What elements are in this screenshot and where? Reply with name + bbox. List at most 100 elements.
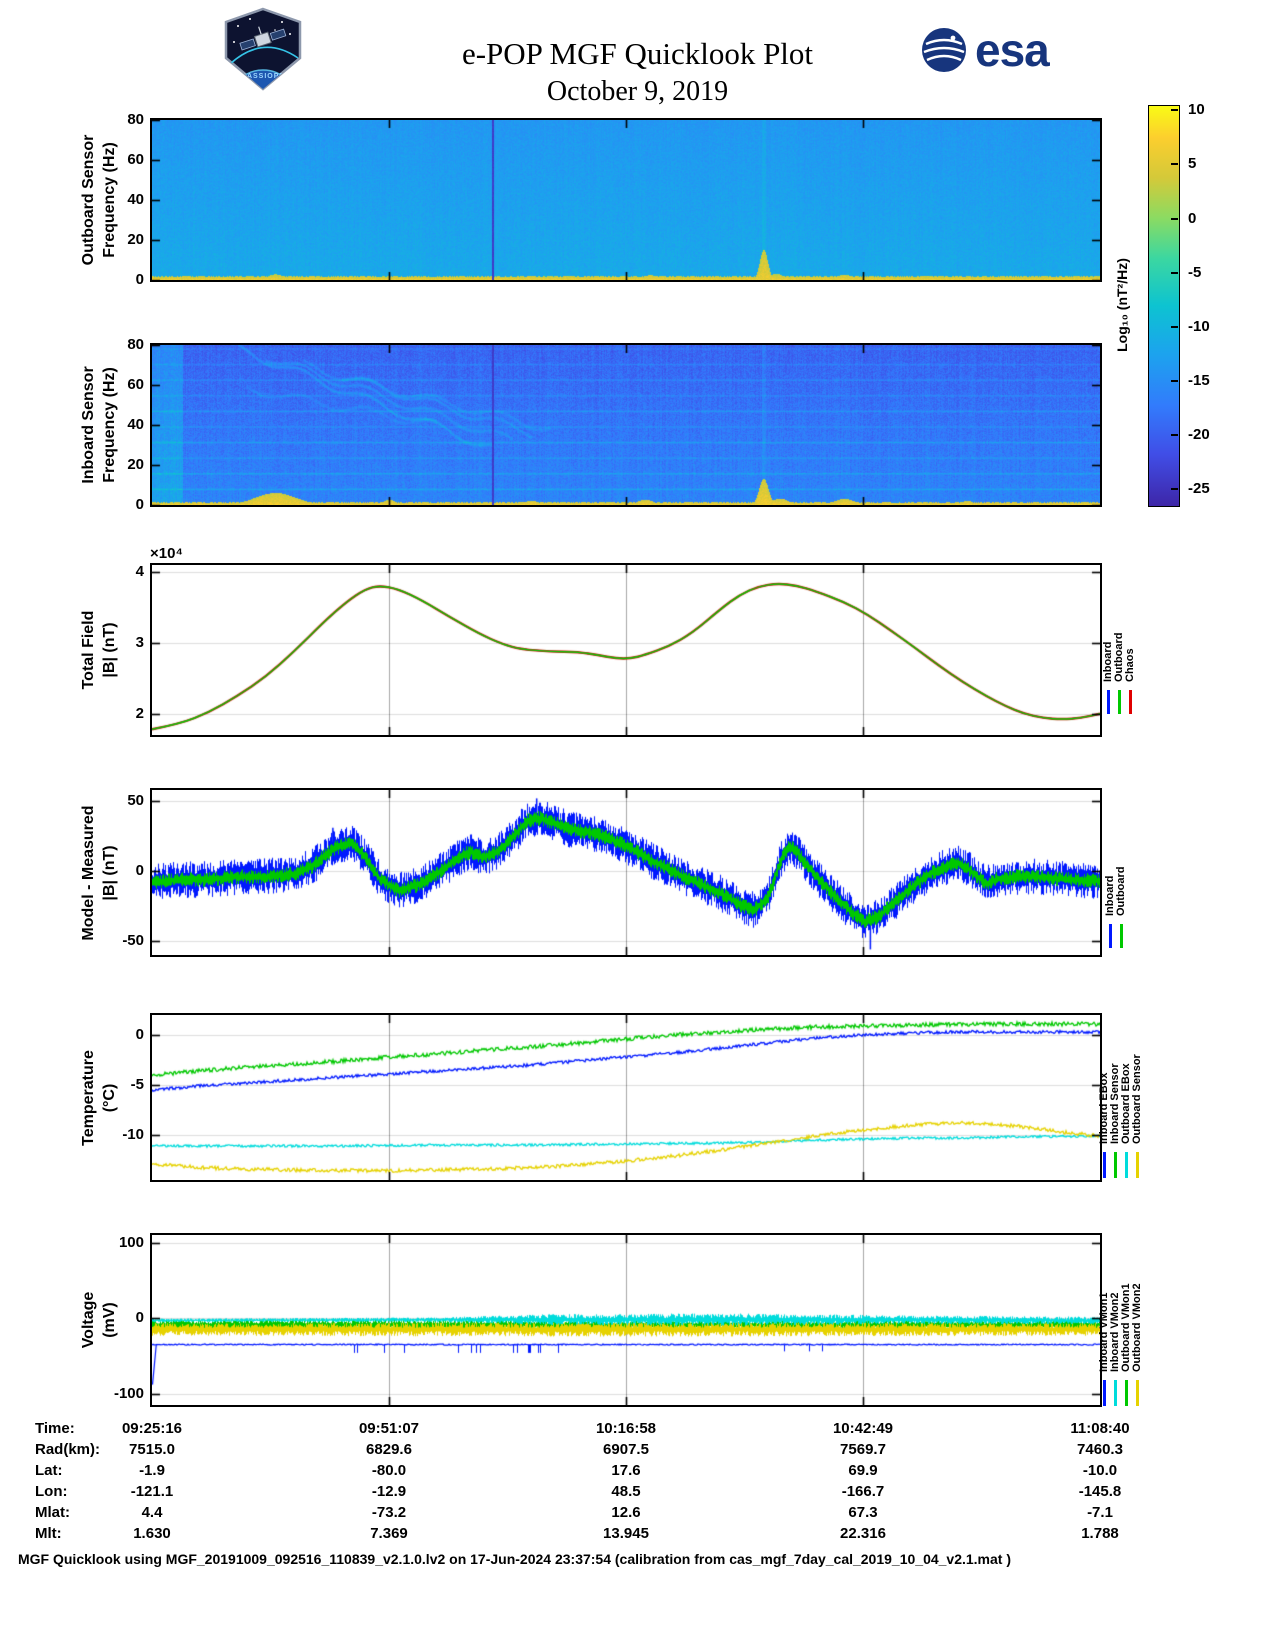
temperature-panel xyxy=(150,1013,1102,1182)
y-axis-label-line: Voltage xyxy=(80,1291,98,1349)
satellite-graphic xyxy=(239,26,287,51)
footer-caption: MGF Quicklook using MGF_20191009_092516_… xyxy=(18,1551,1012,1567)
axis-scale-label: ×10⁴ xyxy=(150,545,183,562)
ephemeris-value: 67.3 xyxy=(848,1504,878,1521)
esa-logo-text: esa xyxy=(975,24,1050,76)
legend-line-sample-outboard xyxy=(1119,924,1123,948)
temperature-canvas xyxy=(152,1015,1100,1180)
y-tick-label: -5 xyxy=(130,1076,144,1093)
colorbar-tick-label: -25 xyxy=(1188,479,1210,497)
ephemeris-value: 1.788 xyxy=(1081,1525,1119,1542)
legend-line-sample-inboard-sensor xyxy=(1113,1152,1117,1178)
ephemeris-row-label: Time: xyxy=(35,1420,75,1437)
ephemeris-value: 13.945 xyxy=(603,1525,649,1542)
legend-line-sample-chaos xyxy=(1128,690,1132,714)
y-tick-label: 100 xyxy=(118,1233,144,1251)
ephemeris-value: 7515.0 xyxy=(129,1441,175,1458)
ephemeris-value: -145.8 xyxy=(1078,1483,1122,1500)
legend-label: Chaos xyxy=(1124,648,1136,682)
ephemeris-value: -121.1 xyxy=(130,1483,174,1500)
colorbar-tick-label: -5 xyxy=(1188,263,1202,281)
ephemeris-row-label: Mlat: xyxy=(35,1504,70,1521)
y-axis-label: Voltage (mV) xyxy=(79,1292,121,1349)
cassiope-mission-patch: CASSIOPE xyxy=(220,6,306,97)
ephemeris-value: 09:51:07 xyxy=(358,1420,420,1437)
y-tick-label: 0 xyxy=(135,1026,144,1043)
y-tick-label: 20 xyxy=(127,231,144,248)
ephemeris-value: -7.1 xyxy=(1087,1504,1113,1521)
legend-label: Outboard Sensor xyxy=(1131,1054,1143,1144)
ephemeris-value: -12.9 xyxy=(371,1483,407,1500)
ephemeris-value: 09:25:16 xyxy=(121,1420,183,1437)
ephemeris-row-label: Rad(km): xyxy=(35,1441,101,1458)
colorbar-tick-mark xyxy=(1171,217,1178,220)
ephemeris-value: 17.6 xyxy=(611,1462,641,1479)
y-axis-label: Outboard Sensor Frequency (Hz) xyxy=(79,135,121,266)
y-axis-label-line: Total Field xyxy=(80,610,98,690)
ephemeris-value: -166.7 xyxy=(841,1483,885,1500)
ephemeris-row-label: Mlt: xyxy=(35,1525,62,1542)
voltage-panel xyxy=(150,1233,1102,1407)
colorbar-tick-mark xyxy=(1171,109,1178,112)
plot-date: October 9, 2019 xyxy=(546,76,729,107)
legend-label: Outboard VMon2 xyxy=(1131,1283,1143,1372)
legend-line-sample-outboard xyxy=(1117,690,1121,714)
legend-line-sample-outboard-vmon1 xyxy=(1124,1380,1128,1406)
y-axis-label: Model - Measured |B| (nT) xyxy=(79,805,121,940)
legend-line-sample-outboard-ebox xyxy=(1124,1152,1128,1178)
inboard-spectrogram-canvas xyxy=(152,345,1100,505)
y-tick-label: 0 xyxy=(135,862,144,880)
colorbar-tick-mark xyxy=(1171,379,1178,382)
y-axis-label: Inboard Sensor Frequency (Hz) xyxy=(79,366,121,483)
legend-line-sample-inboard xyxy=(1106,690,1110,714)
ephemeris-row-label: Lon: xyxy=(35,1483,68,1500)
colorbar xyxy=(1148,105,1180,507)
ephemeris-value: -1.9 xyxy=(139,1462,165,1479)
outboard-spectrogram-panel xyxy=(150,118,1102,282)
legend-line-sample-inboard xyxy=(1108,924,1112,948)
y-tick-label: 60 xyxy=(127,376,144,393)
inboard-spectrogram-panel xyxy=(150,343,1102,507)
legend-line-sample-outboard-sensor xyxy=(1135,1152,1139,1178)
ephemeris-value: 7.369 xyxy=(370,1525,408,1542)
y-tick-label: -100 xyxy=(113,1384,144,1402)
ephemeris-value: 4.4 xyxy=(141,1504,163,1521)
colorbar-tick-mark xyxy=(1171,433,1178,436)
y-axis-label-line: Outboard Sensor xyxy=(80,134,98,266)
ephemeris-row-label: Lat: xyxy=(35,1462,63,1479)
voltage-canvas xyxy=(152,1235,1100,1405)
total-field-panel xyxy=(150,563,1102,737)
ephemeris-value: 69.9 xyxy=(848,1462,878,1479)
colorbar-tick-label: 0 xyxy=(1188,209,1197,227)
colorbar-tick-label: -20 xyxy=(1188,425,1210,443)
y-axis-label-line: (°C) xyxy=(101,1083,118,1112)
colorbar-tick-mark xyxy=(1171,163,1178,166)
colorbar-tick-label: -10 xyxy=(1188,317,1210,335)
colorbar-tick-mark xyxy=(1171,271,1178,274)
y-tick-label: 80 xyxy=(127,336,144,353)
y-tick-label: 2 xyxy=(135,704,144,722)
y-tick-label: 0 xyxy=(135,1309,144,1327)
y-axis-label-line: Model - Measured xyxy=(80,804,98,941)
y-axis-label-line: Frequency (Hz) xyxy=(101,367,118,483)
ephemeris-value: 12.6 xyxy=(611,1504,641,1521)
legend-line-sample-inboard-ebox xyxy=(1102,1152,1106,1178)
y-tick-label: 0 xyxy=(135,271,144,288)
page-title: e-POP MGF Quicklook Plot xyxy=(461,36,814,71)
total-field-canvas xyxy=(152,565,1100,735)
colorbar-tick-label: 5 xyxy=(1188,155,1197,173)
legend-line-sample-inboard-vmon2 xyxy=(1113,1380,1117,1406)
cassiope-patch-graphic: CASSIOPE xyxy=(224,7,302,91)
ephemeris-value: 1.630 xyxy=(133,1525,171,1542)
orbit-line xyxy=(229,46,299,65)
ephemeris-value: -10.0 xyxy=(1082,1462,1118,1479)
ephemeris-value: 48.5 xyxy=(611,1483,641,1500)
y-tick-label: 60 xyxy=(127,151,144,168)
patch-mission-name: CASSIOPE xyxy=(241,73,285,80)
ephemeris-value: -80.0 xyxy=(371,1462,407,1479)
y-tick-label: 50 xyxy=(127,792,144,810)
ephemeris-value: 22.316 xyxy=(840,1525,886,1542)
ephemeris-value: 6907.5 xyxy=(603,1441,649,1458)
y-axis-label-line: (mV) xyxy=(101,1302,118,1338)
